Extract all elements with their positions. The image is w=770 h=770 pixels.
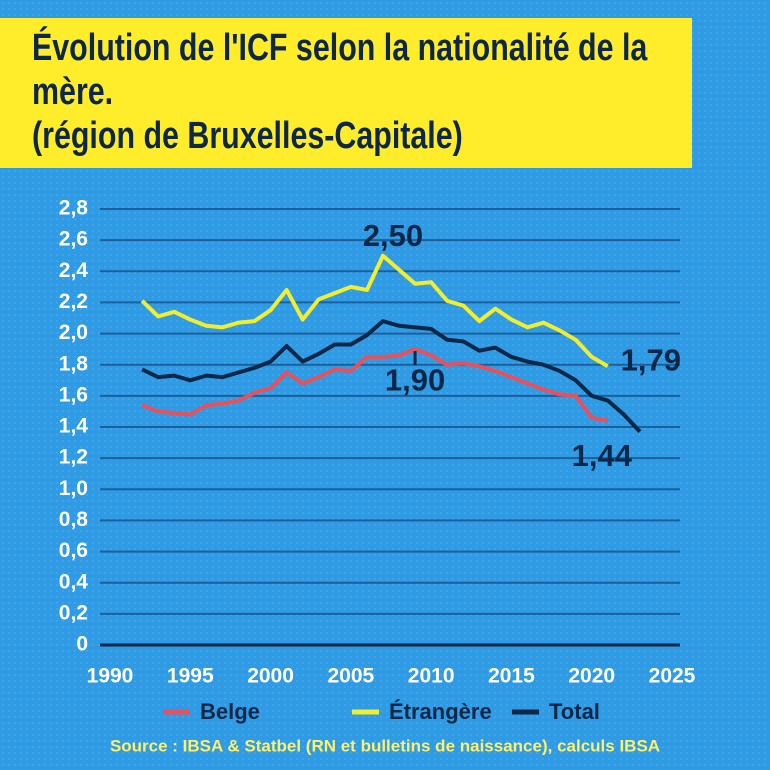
y-tick-label: 2,0 xyxy=(59,321,88,344)
y-tick-label: 2,2 xyxy=(59,290,88,313)
x-tick-label: 1990 xyxy=(87,665,134,688)
source: Source : IBSA & Statbel (RN et bulletins… xyxy=(110,736,660,755)
y-tick-label: 1,8 xyxy=(59,352,89,375)
annotation: 1,79 xyxy=(621,342,681,377)
y-tick-label: 1,6 xyxy=(59,383,88,406)
y-tick-label: 1,0 xyxy=(59,477,88,500)
x-tick-label: 2000 xyxy=(247,665,294,688)
x-tick-label: 2025 xyxy=(649,665,696,688)
chart-subtitle: (région de Bruxelles-Capitale) xyxy=(32,115,463,157)
y-tick-label: 0,2 xyxy=(59,601,88,624)
y-tick-label: 0,4 xyxy=(59,570,89,593)
legend-label: Belge xyxy=(200,699,260,724)
annotation: 1,90 xyxy=(385,362,445,397)
annotation: 2,50 xyxy=(363,218,423,253)
x-tick-label: 2010 xyxy=(408,665,455,688)
y-tick-label: 1,2 xyxy=(59,446,88,469)
y-tick-label: 2,6 xyxy=(59,228,88,251)
x-tick-label: 2015 xyxy=(488,665,535,688)
x-tick-label: 2020 xyxy=(568,665,615,688)
line xyxy=(141,347,609,423)
y-tick-label: 0,8 xyxy=(59,508,89,531)
x-tick-label: 2005 xyxy=(327,665,374,688)
y-tick-label: 2,4 xyxy=(59,259,89,282)
y-tick-label: 1,4 xyxy=(59,415,89,438)
line xyxy=(141,319,642,434)
y-tick-label: 2,8 xyxy=(59,197,89,220)
annotation: 1,44 xyxy=(572,438,633,473)
y-tick-label: 0 xyxy=(76,633,88,656)
title-block: Évolution de l'ICF selon la nationalité … xyxy=(32,26,672,158)
chart-title: Évolution de l'ICF selon la nationalité … xyxy=(32,27,648,113)
line xyxy=(140,253,609,368)
legend-label: Total xyxy=(549,699,600,724)
legend-label: Étrangère xyxy=(389,699,492,724)
x-tick-label: 1995 xyxy=(167,665,214,688)
y-tick-label: 0,6 xyxy=(59,539,88,562)
title-box: Évolution de l'ICF selon la nationalité … xyxy=(0,18,692,168)
